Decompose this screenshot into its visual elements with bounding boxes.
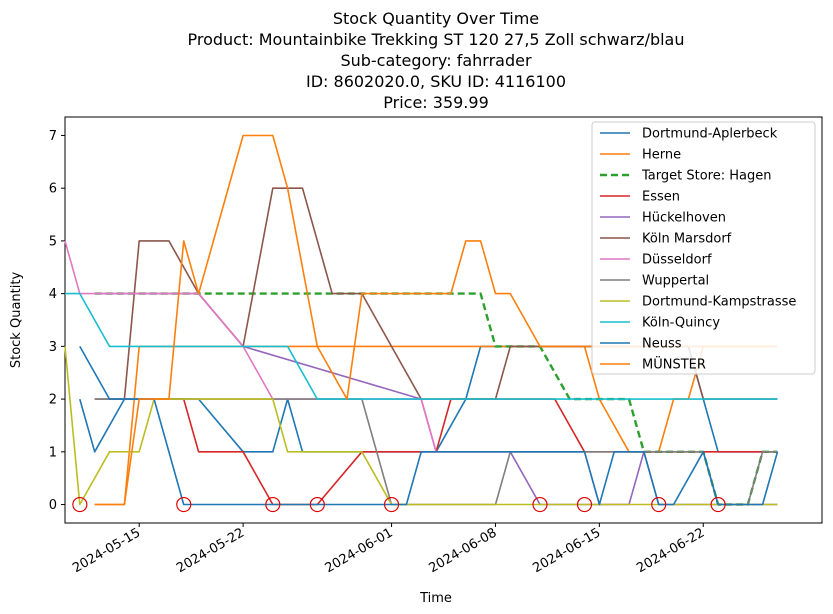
- y-tick-label: 2: [49, 393, 57, 408]
- y-tick-label: 6: [49, 182, 57, 197]
- legend-label: Dortmund-Aplerbeck: [642, 127, 778, 142]
- x-tick-label: 2024-05-22: [174, 525, 247, 576]
- legend-label: Target Store: Hagen: [641, 169, 771, 184]
- legend-label: Wuppertal: [642, 274, 709, 289]
- x-tick-label: 2024-06-22: [634, 525, 707, 576]
- stockout-markers: [72, 496, 726, 513]
- legend-label: MÜNSTER: [642, 356, 706, 373]
- chart-title: Stock Quantity Over Time Product: Mountai…: [188, 9, 685, 112]
- x-axis: 2024-05-15 2024-05-22 2024-06-01 2024-06-08…: [70, 523, 707, 576]
- y-tick-label: 4: [49, 287, 57, 302]
- y-tick-label: 7: [49, 129, 57, 144]
- stockout-marker: [72, 496, 88, 513]
- plot-frame: [64, 116, 823, 524]
- stockout-marker: [309, 496, 325, 513]
- legend-label: Düsseldorf: [642, 253, 712, 268]
- legend-label: Hückelhoven: [642, 211, 726, 226]
- title-line: ID: 8602020.0, SKU ID: 4116100: [306, 72, 566, 91]
- title-line: Price: 359.99: [383, 93, 489, 112]
- stockout-marker: [383, 496, 400, 513]
- legend-label: Köln-Quincy: [642, 316, 720, 331]
- title-line: Sub-category: fahrrader: [340, 51, 532, 70]
- stockout-marker: [651, 496, 667, 513]
- series-line: [94, 134, 778, 506]
- y-tick-label: 0: [49, 498, 57, 513]
- x-tick-label: 2024-06-15: [530, 525, 603, 576]
- legend-label: Köln Marsdorf: [642, 232, 732, 247]
- legend: Dortmund-Aplerbeck Herne Target Store: Hag…: [591, 121, 816, 375]
- series-line: [64, 240, 629, 506]
- x-axis-label: Time: [419, 591, 452, 606]
- stockout-marker: [710, 496, 726, 513]
- legend-label: Dortmund-Kampstrasse: [642, 295, 796, 310]
- x-tick-label: 2024-06-01: [323, 525, 396, 576]
- legend-label: Essen: [642, 190, 680, 205]
- series-line: [79, 346, 779, 506]
- series-line: [64, 346, 778, 506]
- stockout-marker: [176, 496, 192, 513]
- title-line: Stock Quantity Over Time: [333, 9, 539, 28]
- y-axis-label: Stock Quantity: [9, 272, 24, 369]
- legend-frame: [591, 121, 816, 375]
- y-axis: 0 1 2 3 4 5 6 7: [49, 129, 65, 513]
- y-tick-label: 1: [49, 445, 57, 460]
- stockout-marker: [532, 496, 548, 513]
- series-line: [65, 292, 778, 400]
- legend-label: Neuss: [642, 337, 682, 352]
- y-tick-label: 3: [49, 340, 57, 355]
- x-tick-label: 2024-05-15: [70, 525, 143, 576]
- stockout-marker: [576, 496, 593, 513]
- y-tick-label: 5: [49, 234, 57, 249]
- legend-label: Herne: [642, 148, 681, 163]
- stockout-marker: [265, 496, 281, 513]
- series-lines: [64, 134, 779, 506]
- title-line: Product: Mountainbike Trekking ST 120 27…: [188, 30, 685, 49]
- x-tick-label: 2024-06-08: [427, 525, 500, 576]
